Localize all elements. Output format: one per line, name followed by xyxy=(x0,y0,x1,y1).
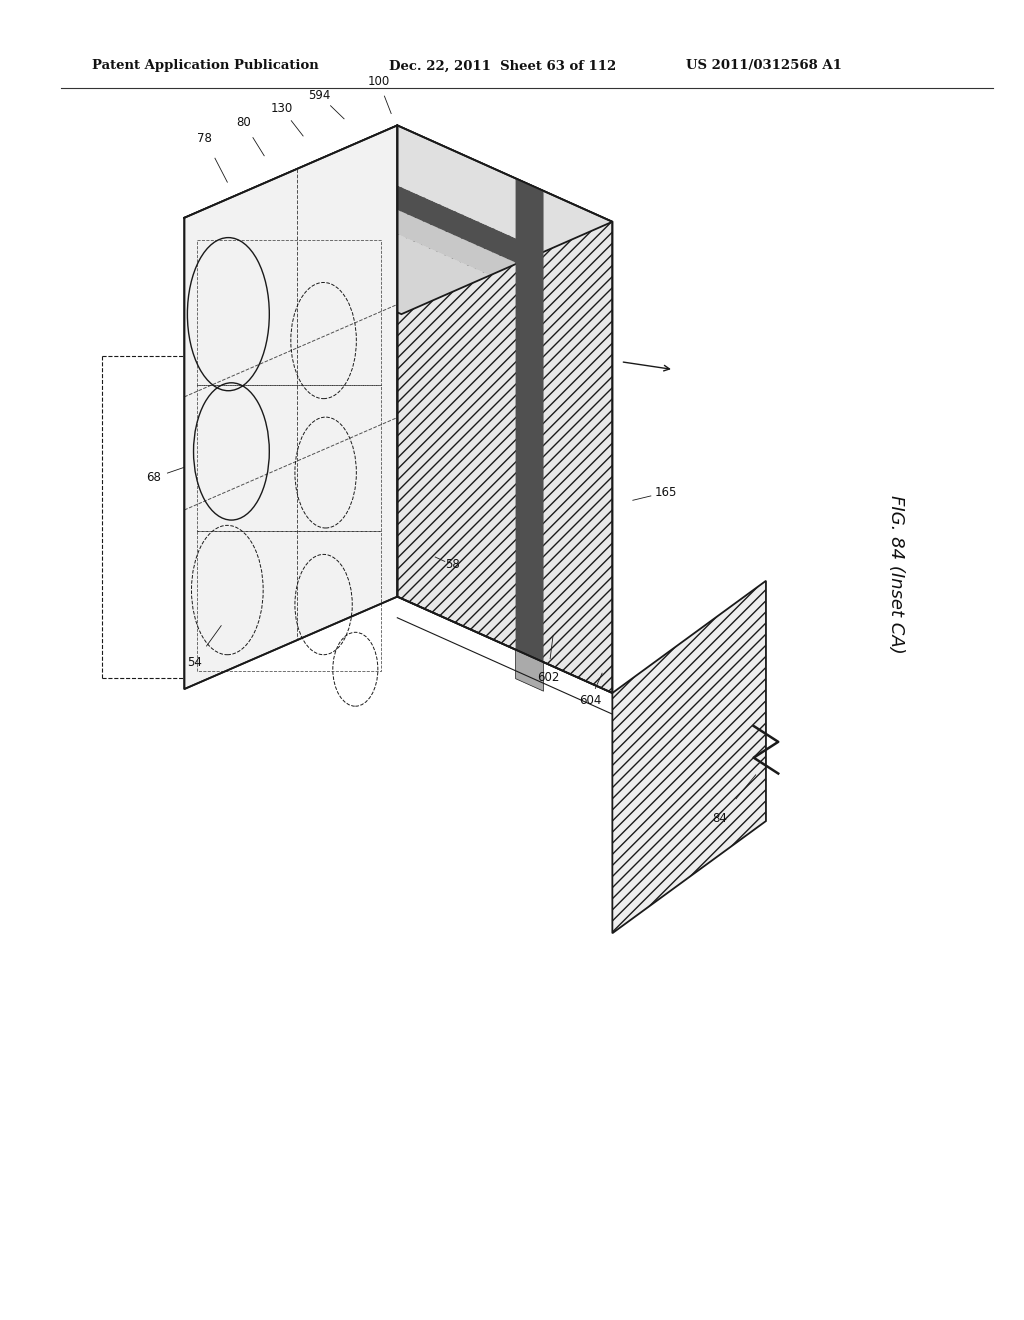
Polygon shape xyxy=(301,154,545,263)
Polygon shape xyxy=(273,168,517,276)
Text: 78: 78 xyxy=(198,132,212,145)
Text: FIG. 84 (Inset CA): FIG. 84 (Inset CA) xyxy=(887,495,905,653)
Polygon shape xyxy=(184,125,397,689)
Text: 54: 54 xyxy=(187,656,202,669)
Polygon shape xyxy=(612,581,766,933)
Polygon shape xyxy=(397,125,612,693)
Polygon shape xyxy=(516,649,544,692)
Polygon shape xyxy=(329,125,612,251)
Text: Patent Application Publication: Patent Application Publication xyxy=(92,59,318,73)
Text: 604: 604 xyxy=(579,694,601,708)
Text: 58: 58 xyxy=(445,558,460,572)
Text: 84: 84 xyxy=(713,812,727,825)
Polygon shape xyxy=(516,178,544,663)
Text: 80: 80 xyxy=(237,116,251,129)
Text: 165: 165 xyxy=(654,486,677,499)
Text: 100: 100 xyxy=(368,75,390,88)
Text: Dec. 22, 2011  Sheet 63 of 112: Dec. 22, 2011 Sheet 63 of 112 xyxy=(389,59,616,73)
Text: 594: 594 xyxy=(308,88,331,102)
Text: 68: 68 xyxy=(146,471,161,484)
Text: 602: 602 xyxy=(537,671,559,684)
Polygon shape xyxy=(184,180,490,314)
Text: 130: 130 xyxy=(270,102,293,115)
Text: US 2011/0312568 A1: US 2011/0312568 A1 xyxy=(686,59,842,73)
